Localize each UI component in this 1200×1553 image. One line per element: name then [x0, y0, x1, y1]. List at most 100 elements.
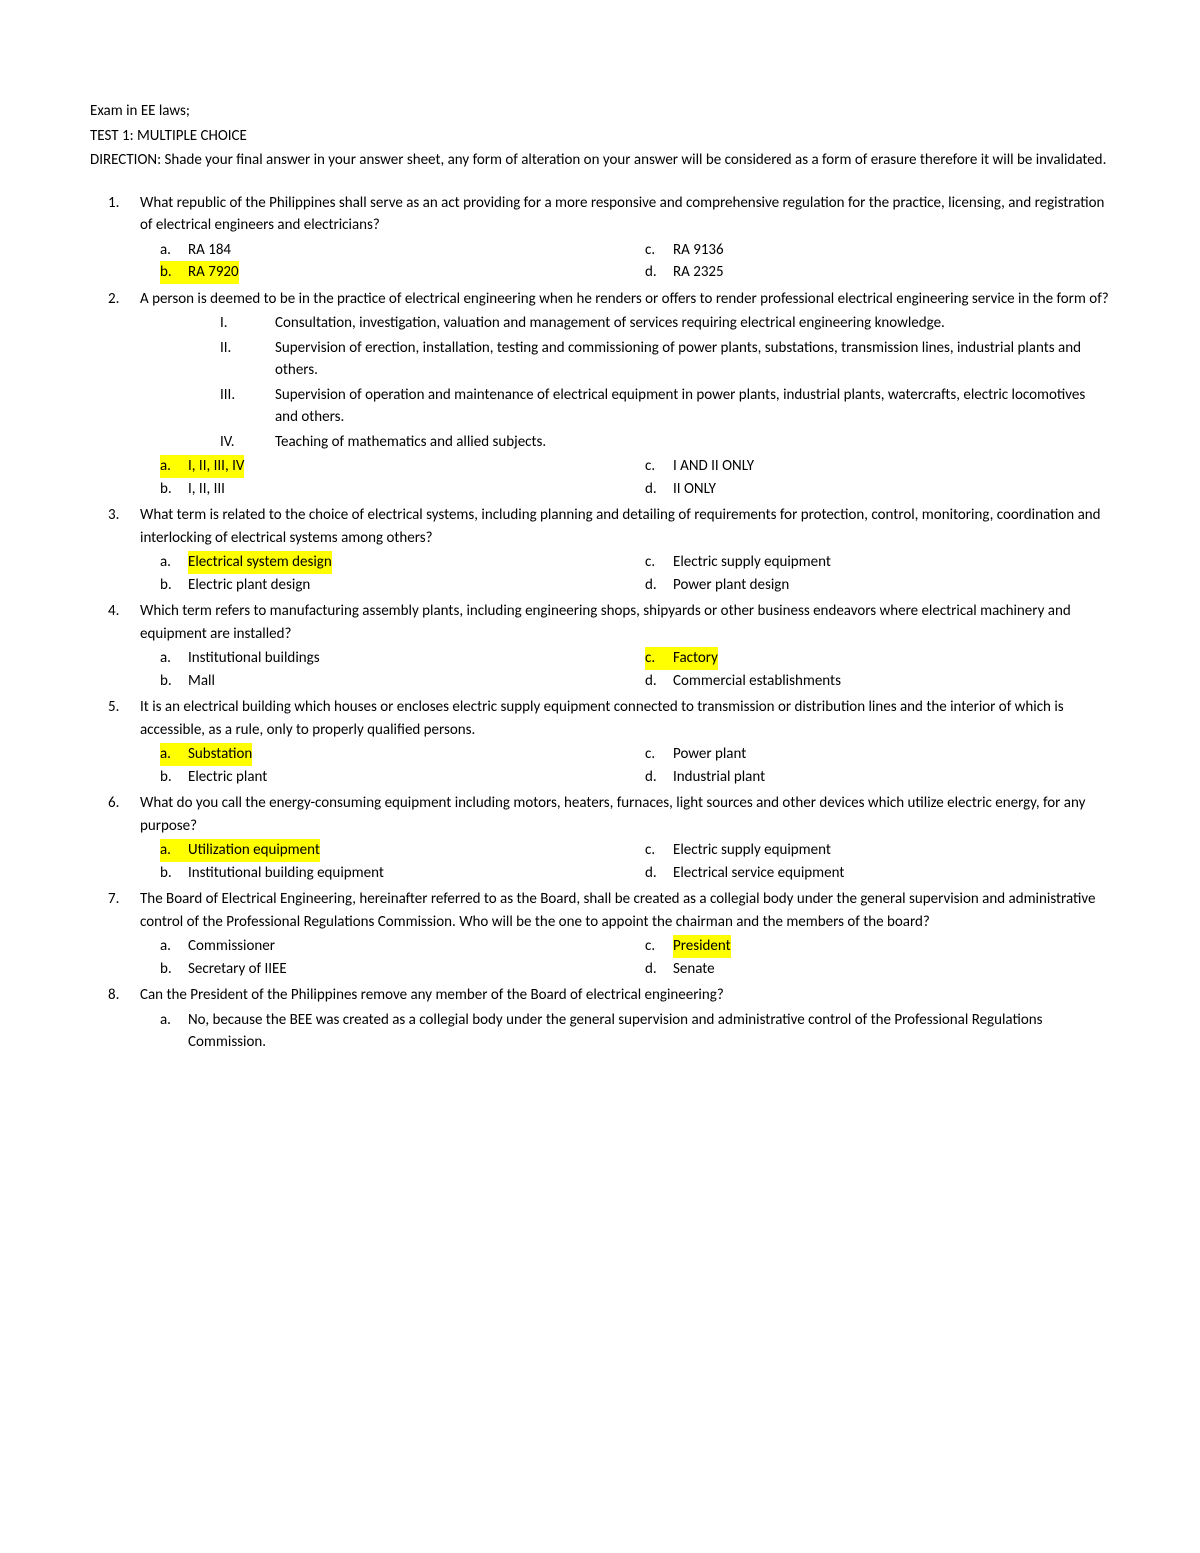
choice-text: Commissioner: [188, 935, 275, 958]
choice: b.Electric plant: [160, 766, 625, 789]
choice-text: Electrical system design: [188, 551, 332, 574]
question-item: 4.Which term refers to manufacturing ass…: [140, 600, 1110, 692]
roman-list: I.Consultation, investigation, valuation…: [140, 312, 1110, 453]
choice: a.Institutional buildings: [160, 647, 625, 670]
choice: a.Electrical system design: [160, 551, 625, 574]
sub-choices: a.No, because the BEE was created as a c…: [140, 1009, 1110, 1054]
choice-label: a.: [160, 239, 188, 262]
sub-choice-text: No, because the BEE was created as a col…: [188, 1009, 1110, 1054]
choice: a.Commissioner: [160, 935, 625, 958]
choice-text: Electric plant: [188, 766, 267, 789]
choice-label: d.: [645, 958, 673, 981]
choice: b.Electric plant design: [160, 574, 625, 597]
choice-text: President: [673, 935, 731, 958]
choice-text: II ONLY: [673, 478, 716, 501]
question-number: 2.: [108, 288, 119, 311]
choice-text: Electric supply equipment: [673, 551, 831, 574]
roman-item: IV.Teaching of mathematics and allied su…: [220, 431, 1110, 454]
choice: b.Institutional building equipment: [160, 862, 625, 885]
choice: c.Power plant: [645, 743, 1110, 766]
question-text: A person is deemed to be in the practice…: [140, 288, 1110, 311]
question-number: 4.: [108, 600, 119, 623]
choice-label: a.: [160, 743, 188, 766]
roman-label: IV.: [220, 431, 275, 454]
choice: b.Secretary of IIEE: [160, 958, 625, 981]
choice: c.Electric supply equipment: [645, 551, 1110, 574]
choice-label: a.: [160, 647, 188, 670]
sub-choice-label: a.: [160, 1009, 188, 1054]
choice: c.Electric supply equipment: [645, 839, 1110, 862]
question-item: 2.A person is deemed to be in the practi…: [140, 288, 1110, 501]
question-text: Can the President of the Philippines rem…: [140, 984, 1110, 1007]
choice-label: b.: [160, 958, 188, 981]
choice-label: a.: [160, 935, 188, 958]
choice-label: c.: [645, 455, 673, 478]
choice: d.RA 2325: [645, 261, 1110, 284]
choice-text: Electrical service equipment: [673, 862, 844, 885]
choice-label: d.: [645, 862, 673, 885]
choice-label: c.: [645, 743, 673, 766]
choice-text: Electric supply equipment: [673, 839, 831, 862]
roman-text: Supervision of operation and maintenance…: [275, 384, 1110, 429]
questions-list: 1.What republic of the Philippines shall…: [90, 192, 1110, 1054]
choice-label: a.: [160, 551, 188, 574]
question-text: Which term refers to manufacturing assem…: [140, 600, 1110, 645]
question-item: 8.Can the President of the Philippines r…: [140, 984, 1110, 1054]
choice-label: d.: [645, 478, 673, 501]
direction-text: DIRECTION: Shade your final answer in yo…: [90, 149, 1110, 172]
choice-text: I AND II ONLY: [673, 455, 754, 478]
choice-text: Commercial establishments: [673, 670, 841, 693]
roman-text: Consultation, investigation, valuation a…: [275, 312, 945, 335]
question-text: What term is related to the choice of el…: [140, 504, 1110, 549]
question-item: 6.What do you call the energy-consuming …: [140, 792, 1110, 884]
choice: d.Power plant design: [645, 574, 1110, 597]
choice-label: d.: [645, 574, 673, 597]
choice-text: I, II, III, IV: [188, 455, 244, 478]
choices-grid: a.Commissionerc.Presidentb.Secretary of …: [140, 935, 1110, 980]
choice-label: d.: [645, 261, 673, 284]
choices-grid: a.Institutional buildingsc.Factoryb.Mall…: [140, 647, 1110, 692]
question-number: 8.: [108, 984, 119, 1007]
choice-text: Institutional building equipment: [188, 862, 384, 885]
choice-label: b.: [160, 574, 188, 597]
question-text: It is an electrical building which house…: [140, 696, 1110, 741]
choice-text: Utilization equipment: [188, 839, 320, 862]
choices-grid: a.Electrical system design c.Electric sup…: [140, 551, 1110, 596]
choice-text: RA 184: [188, 239, 231, 262]
question-number: 3.: [108, 504, 119, 527]
question-item: 3.What term is related to the choice of …: [140, 504, 1110, 596]
choice-text: Mall: [188, 670, 215, 693]
roman-item: III.Supervision of operation and mainten…: [220, 384, 1110, 429]
choice-label: b.: [160, 261, 188, 284]
sub-choice: a.No, because the BEE was created as a c…: [160, 1009, 1110, 1054]
roman-item: II.Supervision of erection, installation…: [220, 337, 1110, 382]
roman-text: Supervision of erection, installation, t…: [275, 337, 1110, 382]
choice-text: I, II, III: [188, 478, 225, 501]
choices-grid: a.Substation c.Power plant b.Electric plan…: [140, 743, 1110, 788]
question-number: 6.: [108, 792, 119, 815]
roman-label: I.: [220, 312, 275, 335]
choices-grid: a.RA 184c.RA 9136b.RA 7920d.RA 2325: [140, 239, 1110, 284]
choice-text: RA 2325: [673, 261, 724, 284]
choice: d.Industrial plant: [645, 766, 1110, 789]
choices-grid: a.I, II, III, IV c.I AND II ONLY b.I, II, …: [140, 455, 1110, 500]
choice-text: Senate: [673, 958, 715, 981]
choice-label: c.: [645, 551, 673, 574]
choice-label: b.: [160, 766, 188, 789]
question-number: 5.: [108, 696, 119, 719]
question-item: 5.It is an electrical building which hou…: [140, 696, 1110, 788]
choice: a.I, II, III, IV: [160, 455, 625, 478]
choices-grid: a.Utilization equipmentc.Electric supply…: [140, 839, 1110, 884]
choice-label: b.: [160, 862, 188, 885]
choice-text: Power plant: [673, 743, 746, 766]
choice: b.Mall: [160, 670, 625, 693]
question-item: 7.The Board of Electrical Engineering, h…: [140, 888, 1110, 980]
choice: b.I, II, III: [160, 478, 625, 501]
question-text: What republic of the Philippines shall s…: [140, 192, 1110, 237]
choice: d.II ONLY: [645, 478, 1110, 501]
choice-text: RA 9136: [673, 239, 724, 262]
question-text: What do you call the energy-consuming eq…: [140, 792, 1110, 837]
roman-item: I.Consultation, investigation, valuation…: [220, 312, 1110, 335]
choice-text: Industrial plant: [673, 766, 765, 789]
choice-text: Substation: [188, 743, 252, 766]
